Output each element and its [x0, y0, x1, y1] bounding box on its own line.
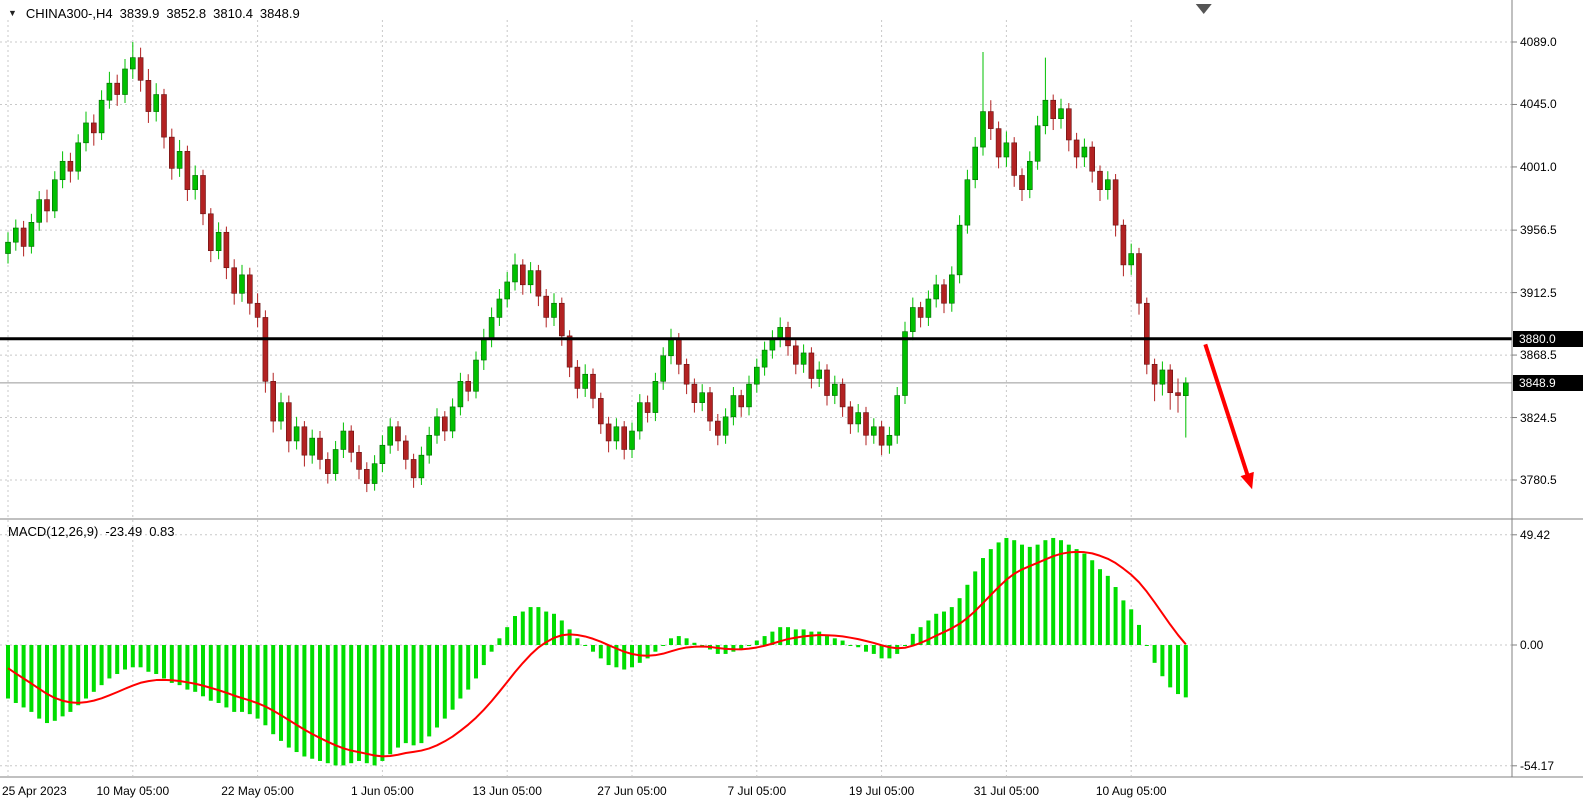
macd-axis-label: 49.42 [1520, 527, 1551, 542]
price-axis-label: 3868.5 [1520, 348, 1557, 363]
price-axis-label: 3780.5 [1520, 473, 1557, 487]
quote-close: 3848.9 [259, 6, 300, 21]
macd-signal-line [7, 550, 1187, 758]
price-axis-label: 3956.5 [1520, 223, 1557, 238]
trend-arrow[interactable] [1203, 343, 1254, 490]
price-axis-label: 3912.5 [1520, 285, 1557, 300]
time-axis-label: 22 May 05:00 [221, 784, 294, 798]
macd-value: -23.49 [105, 524, 143, 539]
price-axis-label: 4089.0 [1520, 35, 1557, 49]
hline-price-tag: 3880.0 [1513, 330, 1583, 347]
quote-bar: ▼ CHINA300-,H4 3839.9 3852.8 3810.4 3848… [8, 6, 300, 21]
chart-shift-marker-icon[interactable] [1195, 4, 1212, 14]
quote-low: 3810.4 [213, 6, 253, 21]
macd-signal-value: 0.83 [149, 524, 175, 539]
time-axis-label: 27 Jun 05:00 [597, 784, 667, 798]
price-axis-label: 4001.0 [1520, 159, 1557, 174]
time-axis-label: 13 Jun 05:00 [472, 784, 542, 798]
candles-layer [5, 42, 1189, 493]
time-axis-label: 31 Jul 05:00 [973, 784, 1040, 798]
macd-label: MACD(12,26,9) [8, 524, 99, 539]
price-axis-label: 3824.5 [1520, 410, 1557, 425]
macd-histogram [6, 537, 1188, 766]
macd-axis-label: 0.00 [1520, 638, 1544, 652]
price-axis-label: 4045.0 [1520, 97, 1557, 112]
time-axis-label: 19 Jul 05:00 [848, 784, 915, 798]
time-axis-label: 7 Jul 05:00 [727, 784, 787, 798]
macd-readout: MACD(12,26,9) -23.49 0.83 [8, 524, 175, 539]
quote-open: 3839.9 [119, 6, 160, 21]
time-axis-label: 25 Apr 2023 [2, 784, 67, 798]
time-axis-label: 10 Aug 05:00 [1095, 784, 1167, 798]
symbol-timeframe: CHINA300-,H4 [25, 6, 113, 21]
quote-high: 3852.8 [166, 6, 207, 21]
bid-price-tag: 3848.9 [1513, 374, 1583, 391]
time-axis-label: 10 May 05:00 [96, 784, 170, 798]
macd-axis-label: -54.17 [1520, 758, 1555, 773]
time-axis-label: 1 Jun 05:00 [351, 784, 414, 798]
one-click-trading-icon[interactable]: ▼ [8, 7, 17, 18]
